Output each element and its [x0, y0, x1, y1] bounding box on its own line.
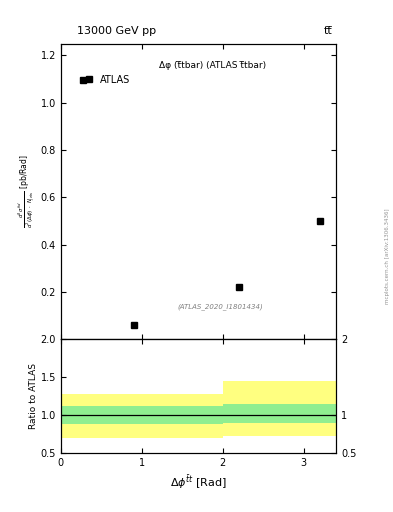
Text: tt̅: tt̅ — [323, 26, 332, 36]
Y-axis label: Ratio to ATLAS: Ratio to ATLAS — [29, 363, 38, 429]
Y-axis label: $\frac{d^2\sigma^{fid}}{d^2(\Delta\phi)\ \cdot\ N_{jets}}\ \mathrm{[pb/Rad]}$: $\frac{d^2\sigma^{fid}}{d^2(\Delta\phi)\… — [16, 155, 37, 228]
Text: mcplots.cern.ch [arXiv:1306.3436]: mcplots.cern.ch [arXiv:1306.3436] — [385, 208, 389, 304]
Text: 13000 GeV pp: 13000 GeV pp — [77, 26, 156, 36]
Text: Δφ (t̅tbar) (ATLAS t̅tbar): Δφ (t̅tbar) (ATLAS t̅tbar) — [159, 61, 266, 70]
X-axis label: $\Delta\phi^{\bar{t}t}\ \mathrm{[Rad]}$: $\Delta\phi^{\bar{t}t}\ \mathrm{[Rad]}$ — [170, 474, 227, 491]
Text: ATLAS: ATLAS — [99, 75, 130, 86]
Text: (ATLAS_2020_I1801434): (ATLAS_2020_I1801434) — [178, 303, 263, 310]
